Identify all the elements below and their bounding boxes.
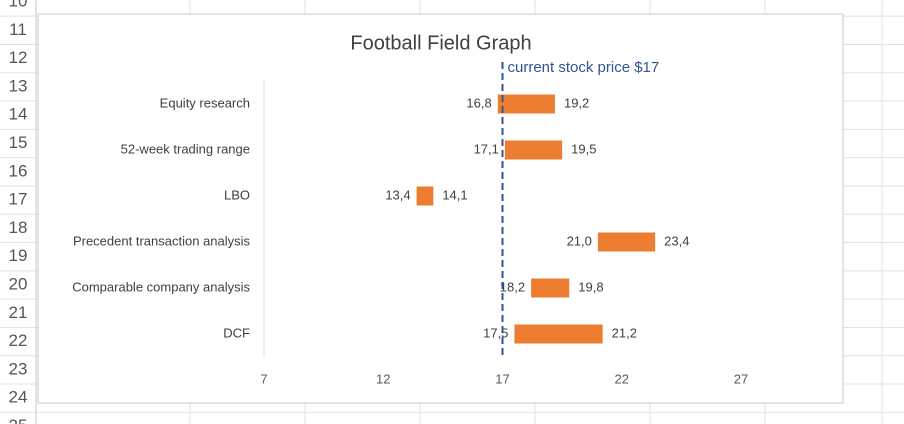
data-label: 19,2 (564, 95, 589, 110)
data-label: 21,2 (612, 325, 637, 340)
row-number: 21 (9, 303, 28, 322)
data-label: 17,5 (483, 325, 508, 340)
row-number: 20 (9, 274, 28, 293)
row-number: 23 (9, 359, 28, 378)
row-number: 13 (9, 76, 28, 95)
category-label: Equity research (160, 95, 250, 110)
category-label: Comparable company analysis (72, 279, 250, 294)
row-number: 25 (9, 416, 28, 424)
row-number: 12 (9, 48, 28, 67)
data-label: 16,8 (466, 95, 491, 110)
bar (531, 278, 570, 298)
data-label: 19,8 (578, 279, 603, 294)
x-tick-label: 27 (734, 371, 748, 386)
category-label: LBO (224, 187, 250, 202)
data-label: 23,4 (664, 233, 689, 248)
bar (497, 94, 555, 114)
bar (416, 186, 434, 206)
category-label: 52-week trading range (121, 141, 250, 156)
data-label: 18,2 (500, 279, 525, 294)
data-label: 21,0 (567, 233, 592, 248)
category-label: Precedent transaction analysis (73, 233, 251, 248)
x-tick-label: 22 (615, 371, 629, 386)
row-number: 14 (9, 105, 28, 124)
row-number: 19 (9, 246, 28, 265)
row-number: 22 (9, 331, 28, 350)
x-tick-label: 17 (495, 371, 509, 386)
row-number: 16 (9, 161, 28, 180)
data-label: 14,1 (442, 187, 467, 202)
bar (514, 324, 603, 344)
chart-title: Football Field Graph (350, 32, 531, 54)
x-tick-label: 7 (260, 371, 267, 386)
row-number: 11 (9, 20, 27, 39)
reference-label: current stock price $17 (508, 59, 660, 76)
row-number: 18 (9, 218, 28, 237)
data-label: 13,4 (385, 187, 410, 202)
row-number: 10 (9, 0, 28, 10)
row-number: 15 (9, 133, 28, 152)
data-label: 17,1 (474, 141, 499, 156)
bar (504, 140, 563, 160)
x-tick-label: 12 (376, 371, 390, 386)
row-number: 24 (9, 388, 28, 407)
category-label: DCF (223, 325, 250, 340)
chart-box[interactable] (37, 13, 844, 404)
row-number: 17 (9, 190, 28, 209)
bar (597, 232, 656, 252)
data-label: 19,5 (571, 141, 596, 156)
